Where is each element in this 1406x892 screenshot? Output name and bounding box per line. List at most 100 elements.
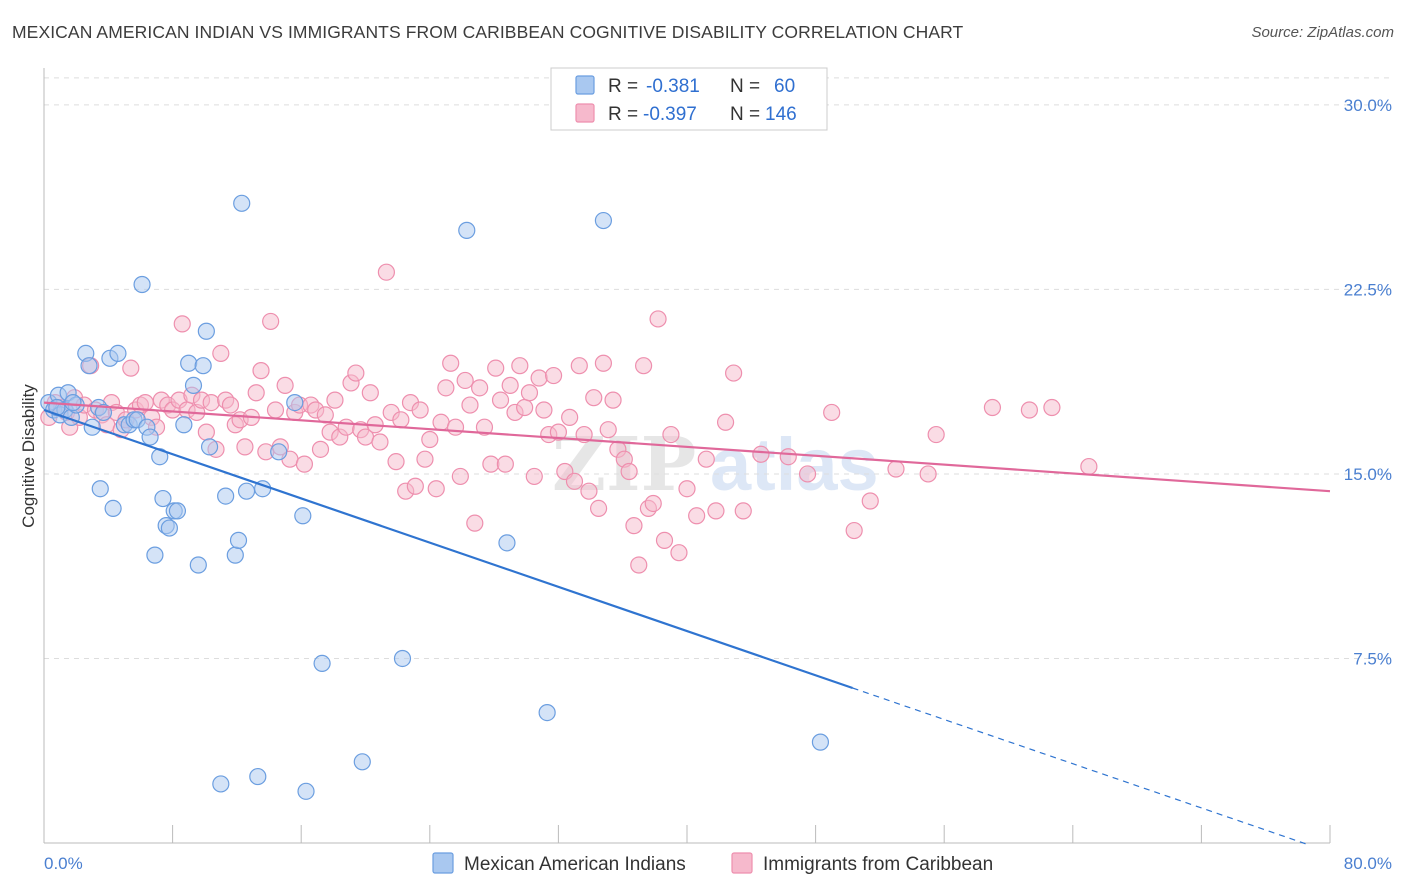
point-immigrants-from-caribbean-79 <box>437 379 455 397</box>
point-immigrants-from-caribbean-70 <box>392 411 410 429</box>
legend-n-label-1: N = <box>730 76 760 97</box>
point-immigrants-from-caribbean-131 <box>725 364 743 382</box>
point-immigrants-from-caribbean-104 <box>561 408 579 426</box>
x-tick-label-min: 0.0% <box>44 854 83 873</box>
point-mexican-american-indians-30 <box>168 502 187 520</box>
point-immigrants-from-caribbean-119 <box>634 357 653 375</box>
point-mexican-american-indians-15 <box>104 499 122 517</box>
point-immigrants-from-caribbean-105 <box>565 472 584 490</box>
point-immigrants-from-caribbean-54 <box>311 440 330 458</box>
point-immigrants-from-caribbean-129 <box>707 502 725 520</box>
trend-line-immigrants-from-caribbean <box>43 401 1331 493</box>
point-immigrants-from-caribbean-84 <box>461 396 479 414</box>
point-mexican-american-indians-28 <box>160 519 178 537</box>
point-immigrants-from-caribbean-94 <box>511 357 529 375</box>
legend-r-label-2: R = <box>608 104 638 125</box>
point-mexican-american-indians-48 <box>297 782 315 800</box>
point-immigrants-from-caribbean-64 <box>361 384 379 402</box>
point-immigrants-from-caribbean-45 <box>266 401 285 419</box>
point-immigrants-from-caribbean-121 <box>644 494 662 513</box>
point-mexican-american-indians-49 <box>313 654 331 672</box>
y-tick-label-1: 15.0% <box>1344 465 1392 484</box>
legend-n-value-2: 146 <box>765 104 797 125</box>
point-immigrants-from-caribbean-67 <box>377 263 395 281</box>
chart-title: MEXICAN AMERICAN INDIAN VS IMMIGRANTS FR… <box>12 22 964 42</box>
point-mexican-american-indians-38 <box>217 487 235 505</box>
point-immigrants-from-caribbean-106 <box>570 357 588 375</box>
y-tick-label-3: 30.0% <box>1344 96 1392 115</box>
point-immigrants-from-caribbean-76 <box>421 430 439 449</box>
watermark: ZIP atlas <box>552 422 879 508</box>
y-axis-tick-labels: 7.5% 15.0% 22.5% 30.0% <box>1344 96 1392 669</box>
point-mexican-american-indians-35 <box>194 357 212 375</box>
point-immigrants-from-caribbean-111 <box>594 354 613 372</box>
y-tick-label-2: 22.5% <box>1344 280 1392 299</box>
point-immigrants-from-caribbean-101 <box>544 366 563 385</box>
point-immigrants-from-caribbean-96 <box>520 384 539 402</box>
point-immigrants-from-caribbean-134 <box>779 448 797 466</box>
point-immigrants-from-caribbean-140 <box>983 398 1002 417</box>
point-mexican-american-indians-46 <box>286 394 304 412</box>
point-mexican-american-indians-26 <box>154 489 172 508</box>
point-immigrants-from-caribbean-112 <box>599 421 617 439</box>
point-immigrants-from-caribbean-98 <box>530 369 548 387</box>
point-immigrants-from-caribbean-82 <box>451 467 469 486</box>
point-immigrants-from-caribbean-136 <box>823 403 841 422</box>
point-immigrants-from-caribbean-69 <box>387 453 405 471</box>
point-immigrants-from-caribbean-26 <box>173 315 191 333</box>
point-mexican-american-indians-13 <box>91 480 109 498</box>
point-immigrants-from-caribbean-34 <box>212 344 230 362</box>
point-mexican-american-indians-55 <box>594 211 613 230</box>
point-mexican-american-indians-42 <box>237 482 256 500</box>
point-mexican-american-indians-51 <box>393 649 412 668</box>
point-immigrants-from-caribbean-87 <box>475 418 494 436</box>
point-immigrants-from-caribbean-74 <box>411 401 429 419</box>
point-mexican-american-indians-32 <box>180 354 198 372</box>
point-immigrants-from-caribbean-39 <box>236 438 254 456</box>
y-axis-title: Cognitive Disability <box>19 384 38 528</box>
point-immigrants-from-caribbean-75 <box>416 450 434 468</box>
point-immigrants-from-caribbean-125 <box>670 544 688 562</box>
legend-swatch-pink <box>575 103 595 123</box>
point-mexican-american-indians-34 <box>189 556 207 574</box>
point-immigrants-from-caribbean-135 <box>798 465 817 483</box>
point-immigrants-from-caribbean-110 <box>589 499 608 517</box>
trend-line-mexican-american-indians <box>43 408 853 690</box>
point-immigrants-from-caribbean-92 <box>501 376 519 394</box>
point-immigrants-from-caribbean-36 <box>221 396 240 414</box>
stats-legend: R = -0.381 N = 60 R = -0.397 N = 146 <box>550 67 828 131</box>
legend-r-value-2: -0.397 <box>643 104 697 125</box>
series-immigrants-from-caribbean-points <box>40 263 1098 574</box>
point-immigrants-from-caribbean-41 <box>247 384 265 402</box>
point-mexican-american-indians-43 <box>249 767 267 786</box>
point-immigrants-from-caribbean-81 <box>446 418 465 436</box>
point-immigrants-from-caribbean-90 <box>491 391 510 409</box>
point-immigrants-from-caribbean-89 <box>487 359 505 377</box>
legend-r-value-1: -0.381 <box>646 76 700 97</box>
point-mexican-american-indians-23 <box>141 428 159 446</box>
point-mexican-american-indians-33 <box>184 376 203 394</box>
point-immigrants-from-caribbean-32 <box>202 394 220 412</box>
point-mexican-american-indians-21 <box>133 275 151 294</box>
point-mexican-american-indians-31 <box>175 416 193 434</box>
point-immigrants-from-caribbean-123 <box>655 531 674 549</box>
point-immigrants-from-caribbean-95 <box>516 398 534 417</box>
series-legend: Mexican American Indians Immigrants from… <box>432 852 993 875</box>
point-immigrants-from-caribbean-128 <box>697 450 715 468</box>
point-mexican-american-indians-12 <box>94 403 113 422</box>
point-immigrants-from-caribbean-113 <box>604 391 622 409</box>
point-immigrants-from-caribbean-122 <box>649 310 667 328</box>
point-mexican-american-indians-54 <box>538 704 556 722</box>
point-immigrants-from-caribbean-117 <box>625 517 643 535</box>
point-immigrants-from-caribbean-142 <box>1080 457 1098 476</box>
legend-n-value-1: 60 <box>774 76 795 97</box>
point-immigrants-from-caribbean-85 <box>466 514 484 532</box>
legend-label-immigrants-from-caribbean: Immigrants from Caribbean <box>763 854 993 875</box>
point-mexican-american-indians-58 <box>64 394 82 412</box>
point-immigrants-from-caribbean-73 <box>406 477 424 495</box>
point-immigrants-from-caribbean-51 <box>295 455 314 473</box>
point-immigrants-from-caribbean-97 <box>525 467 543 486</box>
point-mexican-american-indians-57 <box>811 733 830 751</box>
point-mexican-american-indians-53 <box>498 534 516 552</box>
point-immigrants-from-caribbean-132 <box>734 502 752 520</box>
